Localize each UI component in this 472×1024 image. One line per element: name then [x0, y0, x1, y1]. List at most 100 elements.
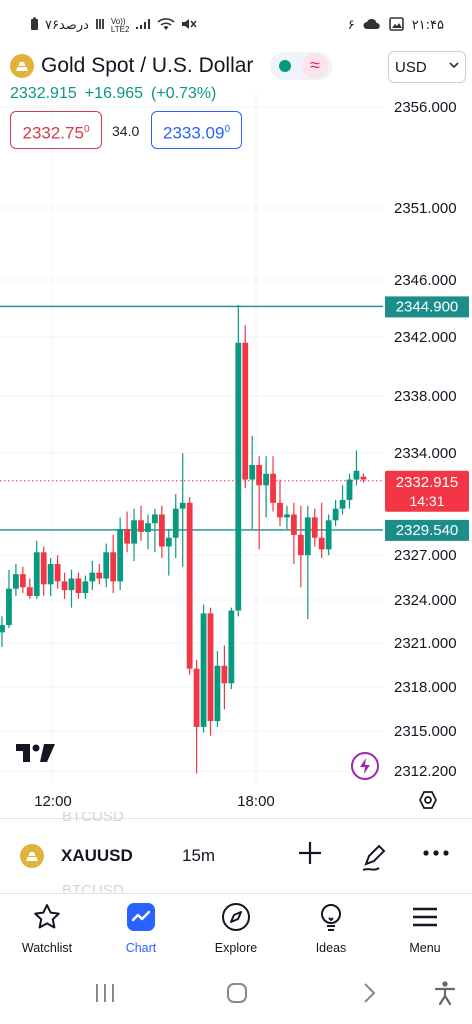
candle-body — [138, 520, 144, 532]
candle-body — [284, 514, 290, 518]
hamburger-menu-icon — [410, 902, 440, 932]
compass-icon — [221, 902, 251, 932]
candle-body — [145, 523, 151, 532]
y-axis-tick-label: 2318.000 — [394, 679, 457, 696]
candle-body — [13, 574, 19, 589]
ask-price: 2333.09 — [162, 123, 225, 143]
currency-value: USD — [395, 59, 427, 76]
battery-text: ۷۶درصد — [45, 18, 89, 33]
nav-label: Chart — [125, 941, 157, 955]
nav-explore[interactable]: Explore — [196, 894, 276, 964]
candle-body — [256, 465, 263, 486]
lightbulb-icon — [316, 902, 346, 932]
more-options-icon[interactable] — [422, 840, 450, 872]
home-icon[interactable] — [226, 982, 248, 1009]
countdown-label: 14:31 — [409, 493, 444, 509]
price-chart[interactable]: 2356.000 2351.000 2346.000 2342.000 2338.000… — [0, 0, 472, 830]
symbol-title[interactable]: Gold Spot / U.S. Dollar — [41, 54, 254, 77]
candle-body — [131, 520, 137, 544]
level-label-bg — [385, 296, 469, 318]
add-icon[interactable] — [297, 840, 323, 871]
candle-body — [221, 665, 228, 684]
y-axis-tick-label: 2338.000 — [394, 388, 457, 405]
sell-button[interactable]: 2332.750 — [10, 111, 102, 149]
y-axis-tick-label: 2351.000 — [394, 200, 457, 217]
level-label: 2344.900 — [396, 298, 459, 315]
y-axis-tick-label: 2356.000 — [394, 99, 457, 116]
candle-body — [19, 574, 26, 588]
candle-body — [186, 502, 193, 669]
y-axis-tick-label: 2346.000 — [394, 272, 457, 289]
symbol-selector[interactable]: XAUUSD — [61, 846, 133, 865]
back-icon[interactable] — [362, 982, 378, 1009]
candle-body — [0, 625, 5, 633]
system-nav-bar — [0, 968, 472, 1024]
candle-body — [228, 610, 235, 684]
price-change-pct: (+0.73%) — [151, 85, 217, 102]
recent-apps-icon[interactable] — [94, 983, 116, 1008]
wifi-icon — [157, 17, 175, 34]
nav-watchlist[interactable]: Watchlist — [7, 894, 87, 964]
price-change: +16.965 — [84, 85, 144, 102]
candle-body — [124, 529, 130, 544]
y-axis-tick-label: 2324.000 — [394, 592, 457, 609]
level-label: 2329.540 — [396, 522, 459, 539]
candle-body — [61, 581, 68, 591]
signal-icon — [135, 18, 151, 33]
buy-button[interactable]: 2333.090 — [151, 111, 242, 149]
star-icon — [32, 902, 62, 932]
nav-label: Ideas — [315, 941, 347, 955]
candle-body — [54, 563, 61, 582]
nav-ideas[interactable]: Ideas — [291, 894, 371, 964]
candle-body — [325, 520, 332, 550]
nav-menu[interactable]: Menu — [385, 894, 465, 964]
market-status-pill[interactable]: ≈ — [270, 52, 332, 80]
notification-count: ۶ — [347, 18, 355, 33]
tradingview-logo-icon — [16, 742, 56, 769]
ghost-symbol-below: BTCUSD — [62, 882, 124, 892]
y-axis-tick-label: 2321.000 — [394, 635, 457, 652]
candle-body — [165, 537, 172, 547]
candle-body — [40, 552, 47, 585]
candle-body — [249, 465, 256, 480]
nav-chart[interactable]: Chart — [101, 894, 181, 964]
candle-body — [110, 552, 117, 582]
chart-icon — [126, 902, 156, 932]
currency-select[interactable]: USD — [388, 51, 466, 83]
x-axis-tick-label: 18:00 — [237, 793, 275, 810]
chart-settings-icon[interactable] — [418, 790, 438, 810]
x-axis-tick-label: 12:00 — [34, 793, 72, 810]
candle-body — [353, 470, 360, 480]
last-price: 2332.915 — [10, 85, 77, 102]
y-axis-tick-label: 2342.000 — [394, 329, 457, 346]
nav-label: Watchlist — [21, 941, 73, 955]
candle-body — [96, 572, 103, 579]
candle-body — [103, 552, 110, 579]
bid-price-pip: 0 — [83, 124, 90, 135]
candle-body — [214, 665, 221, 722]
candle-body — [291, 514, 297, 535]
nav-label: Menu — [409, 941, 441, 955]
candle-body — [6, 588, 12, 626]
status-bar: ۷۶درصد Vo)) LTE2 ۶ ۲۱:۴۵ — [0, 0, 472, 50]
ask-price-pip: 0 — [224, 124, 230, 135]
current-price-label: 2332.915 — [396, 474, 459, 491]
symbol-logo-icon — [20, 844, 44, 868]
bid-price: 2332.75 — [22, 123, 84, 143]
candle-body — [179, 502, 186, 509]
accessibility-icon[interactable] — [434, 980, 456, 1011]
interval-selector[interactable]: 15m — [182, 846, 216, 865]
lightning-icon[interactable] — [351, 752, 379, 780]
symbol-header: Gold Spot / U.S. Dollar ≈ USD — [0, 48, 472, 88]
candle-body — [339, 499, 346, 509]
current-price-label-bg — [385, 470, 469, 512]
status-time: ۲۱:۴۵ — [411, 18, 444, 33]
candle-body — [277, 502, 283, 518]
candle-body — [346, 479, 353, 500]
instrument-bar: XAUUSD 15m — [0, 836, 472, 876]
drawing-tools-icon[interactable] — [360, 842, 390, 877]
candle-body — [193, 668, 200, 727]
candle-body — [311, 517, 318, 538]
candle-body — [360, 476, 367, 480]
y-axis-tick-label: 2334.000 — [394, 445, 457, 462]
